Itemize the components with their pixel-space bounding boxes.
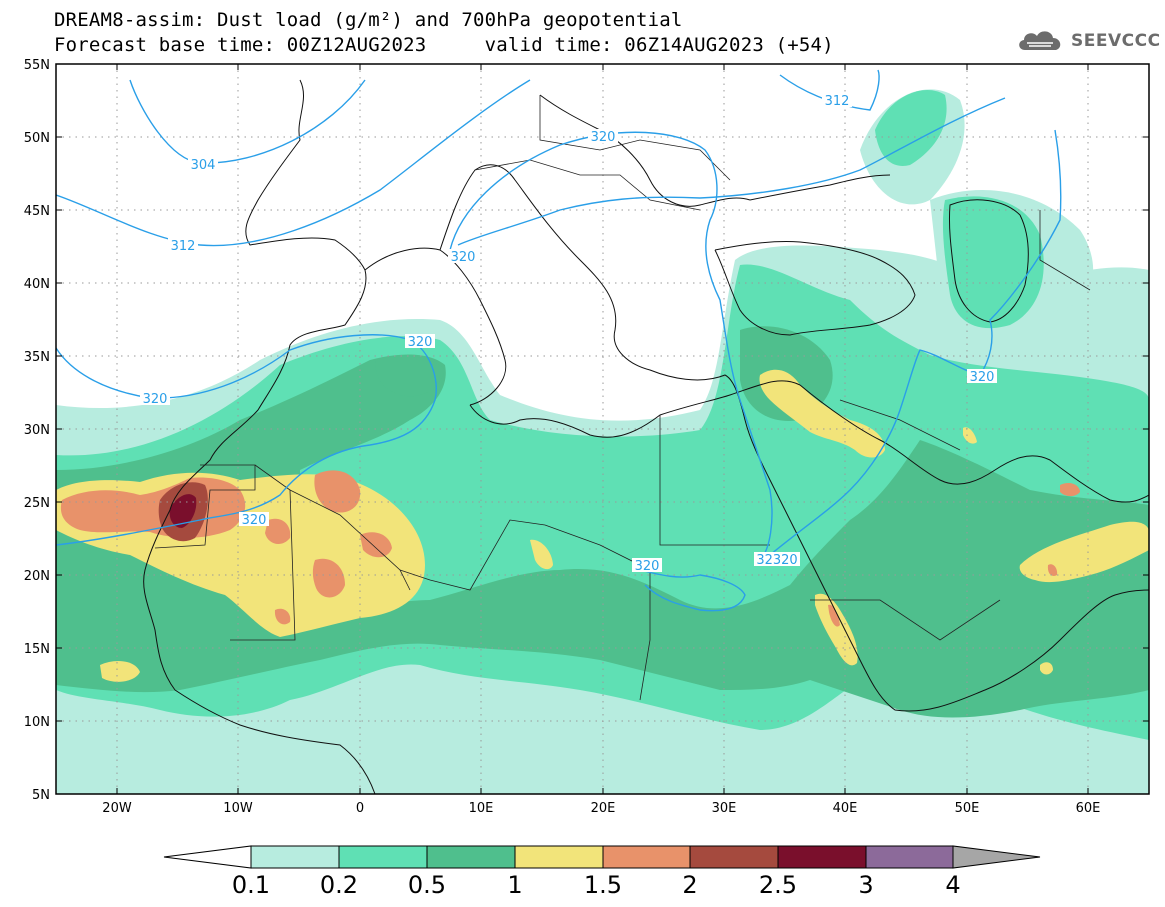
svg-text:312: 312 xyxy=(825,94,850,109)
lon-label: 30E xyxy=(712,801,737,816)
colorbar-label: 0.5 xyxy=(408,871,446,899)
colorbar-label: 2 xyxy=(682,871,697,899)
svg-text:312: 312 xyxy=(171,239,196,254)
lat-label: 40N xyxy=(24,277,50,292)
lat-label: 55N xyxy=(24,58,50,73)
lat-label: 5N xyxy=(32,788,50,803)
lon-label: 50E xyxy=(955,801,980,816)
longitude-labels: 20W 10W 0 10E 20E 30E 40E 50E 60E xyxy=(102,801,1100,816)
contour-320-east xyxy=(769,129,1062,556)
lat-label: 50N xyxy=(24,131,50,146)
colorbar-segment xyxy=(865,845,954,869)
lat-label: 15N xyxy=(24,642,50,657)
logo-text: SEEVCCC xyxy=(1071,31,1161,51)
colorbar-label: 1.5 xyxy=(584,871,622,899)
contour-312-west xyxy=(56,79,531,247)
svg-text:320: 320 xyxy=(408,335,433,350)
colorbar-low-end xyxy=(163,845,252,869)
contour-320-sudan xyxy=(639,569,746,612)
lat-label: 45N xyxy=(24,204,50,219)
colorbar-segment xyxy=(602,845,691,869)
colorbar-segment xyxy=(514,845,604,869)
svg-text:32320: 32320 xyxy=(756,553,797,568)
latitude-labels: 55N 50N 45N 40N 35N 30N 25N 20N 15N 10N … xyxy=(24,58,50,803)
lon-label: 20W xyxy=(102,801,132,816)
svg-text:320: 320 xyxy=(635,559,660,574)
graticule xyxy=(56,64,1149,794)
colorbar-segment xyxy=(426,845,516,869)
svg-text:320: 320 xyxy=(451,250,476,265)
lat-label: 30N xyxy=(24,423,50,438)
svg-text:304: 304 xyxy=(191,158,216,173)
lat-label: 35N xyxy=(24,350,50,365)
colorbar-label: 2.5 xyxy=(759,871,797,899)
lon-label: 10E xyxy=(469,801,494,816)
colorbar-label: 0.2 xyxy=(320,871,358,899)
contour-320-central xyxy=(449,131,773,561)
lon-label: 20E xyxy=(591,801,616,816)
latitude-ticks xyxy=(56,63,1149,795)
cloud-logo-icon xyxy=(1019,31,1061,50)
contour-labels: 304 312 312 320 320 320 320 320 320 320 … xyxy=(140,93,997,574)
colorbar xyxy=(163,845,1041,869)
lat-label: 10N xyxy=(24,715,50,730)
lon-label: 60E xyxy=(1076,801,1101,816)
svg-text:320: 320 xyxy=(591,130,616,145)
lat-label: 20N xyxy=(24,569,50,584)
colorbar-label: 1 xyxy=(507,871,522,899)
lon-label: 40E xyxy=(833,801,858,816)
colorbar-segment xyxy=(250,845,340,869)
seevccc-logo: SEEVCCC xyxy=(1015,24,1161,58)
colorbar-label: 4 xyxy=(945,871,960,899)
colorbar-labels: 0.1 0.2 0.5 1 1.5 2 2.5 3 4 xyxy=(232,871,961,899)
svg-text:320: 320 xyxy=(143,392,168,407)
colorbar-segment xyxy=(338,845,428,869)
contour-320-north xyxy=(457,97,1006,246)
colorbar-segment xyxy=(689,845,779,869)
colorbar-label: 0.1 xyxy=(232,871,270,899)
contour-312-east xyxy=(779,69,880,111)
colorbar-label: 3 xyxy=(858,871,873,899)
colorbar-segment xyxy=(777,845,867,869)
lon-label: 10W xyxy=(223,801,253,816)
map-subtitle: Forecast base time: 00Z12AUG2023 valid t… xyxy=(54,34,834,56)
map-title: DREAM8-assim: Dust load (g/m²) and 700hP… xyxy=(54,9,683,31)
dust-field-2.5-3 xyxy=(169,494,197,528)
colorbar-high-end xyxy=(952,845,1041,869)
lat-label: 25N xyxy=(24,496,50,511)
contour-320-west xyxy=(56,334,437,546)
svg-text:320: 320 xyxy=(242,513,267,528)
lon-label: 0 xyxy=(356,801,364,816)
longitude-ticks xyxy=(116,64,1089,794)
svg-text:320: 320 xyxy=(970,370,995,385)
geopotential-contours xyxy=(56,69,1062,612)
